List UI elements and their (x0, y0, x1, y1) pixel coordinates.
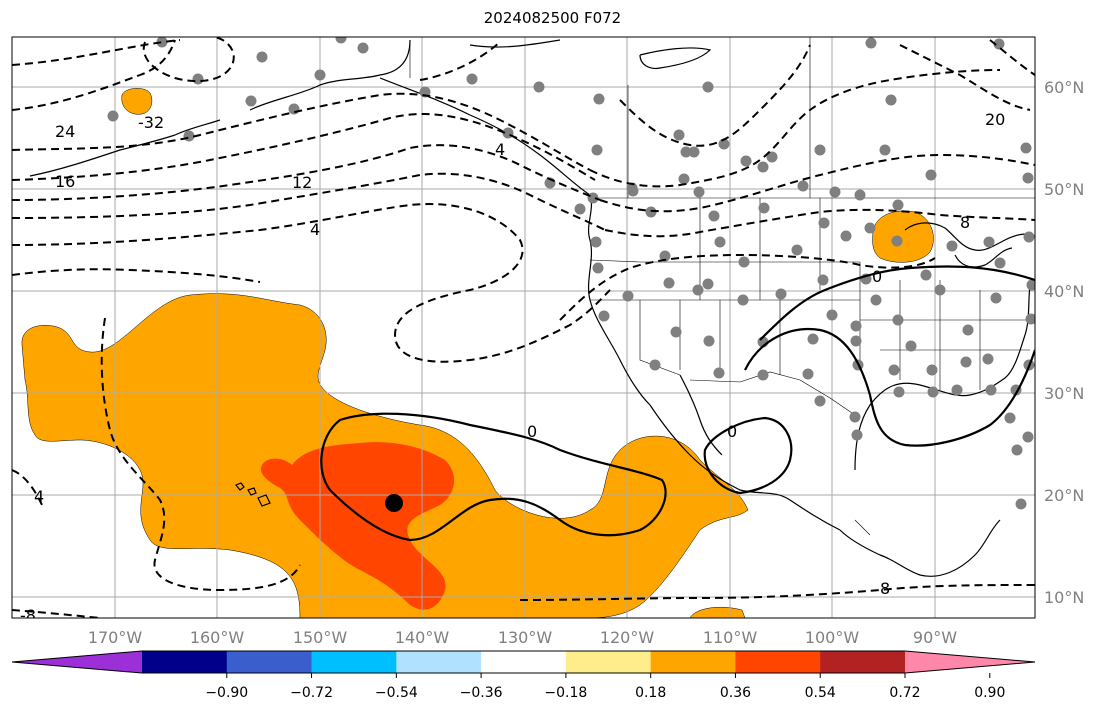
colorbar-swatch (650, 651, 736, 673)
orange-region-greatlakes (872, 210, 934, 263)
colorbar-tick-label: 0.72 (889, 685, 920, 701)
map-title: 2024082500 F072 (483, 9, 622, 27)
red-region (260, 442, 455, 610)
contour-label-20: 20 (985, 110, 1005, 129)
colorbar-tick-label: 0.18 (635, 685, 666, 701)
lat-label-40n: 40°N (1044, 282, 1084, 301)
contour-label-16: 16 (55, 172, 75, 191)
colorbar: −0.90 −0.72 −0.54 −0.36 −0.18 0.18 0.36 0.54 0.7… (11, 650, 1036, 701)
lon-label-110w: 110°W (703, 628, 758, 647)
lon-label-160w: 160°W (190, 628, 245, 647)
contour-label-0-hawaii: 0 (527, 422, 537, 441)
contour-label-4-west: 4 (34, 487, 44, 506)
contour-label-4-north: 4 (310, 220, 320, 239)
colorbar-outline (11, 650, 1036, 674)
contour-label-minus32: -32 (138, 113, 164, 132)
colorbar-tick-label: 0.36 (720, 685, 751, 701)
colorbar-extend-high (905, 651, 1035, 673)
orange-region-alaska (121, 88, 153, 115)
lat-label-20n: 20°N (1044, 486, 1084, 505)
colorbar-extend-low (12, 651, 142, 673)
colorbar-tick-label: −0.36 (460, 685, 503, 701)
lon-label-150w: 150°W (293, 628, 348, 647)
colorbar-tick-label: −0.54 (375, 685, 418, 701)
contour-label-8-south: 8 (880, 579, 890, 598)
lon-label-100w: 100°W (805, 628, 860, 647)
graticule (12, 37, 1035, 618)
lat-label-60n: 60°N (1044, 78, 1084, 97)
dashed-contours (12, 37, 1035, 618)
lat-label-50n: 50°N (1044, 180, 1084, 199)
colorbar-tick-label: 0.54 (805, 685, 836, 701)
contour-labels: 24 16 12 4 4 -32 0 0 0 8 8 -8 20 4 (20, 110, 1005, 625)
map-content: 24 16 12 4 4 -32 0 0 0 8 8 -8 20 4 (12, 37, 1035, 625)
colorbar-swatch (820, 651, 906, 673)
colorbar-swatch (311, 651, 397, 673)
colorbar-tick-label: −0.72 (290, 685, 333, 701)
contour-label-0-mexico: 0 (727, 422, 737, 441)
colorbar-tick-label: −0.90 (205, 685, 248, 701)
lat-label-10n: 10°N (1044, 588, 1084, 607)
lon-label-140w: 140°W (395, 628, 450, 647)
storm-center-marker (385, 494, 403, 512)
contour-label-8-lakes: 8 (960, 213, 970, 232)
colorbar-swatch (226, 651, 313, 673)
contour-label-24: 24 (55, 122, 75, 141)
lon-label-90w: 90°W (913, 628, 957, 647)
longitude-labels: 170°W 160°W 150°W 140°W 130°W 120°W 110°… (88, 628, 957, 647)
lon-label-170w: 170°W (88, 628, 143, 647)
map-frame (11, 36, 1036, 619)
colorbar-swatch (481, 651, 567, 673)
colorbar-swatch (735, 651, 821, 673)
colorbar-swatch (396, 651, 482, 673)
orange-region-small (689, 607, 746, 618)
lat-label-30n: 30°N (1044, 384, 1084, 403)
lon-label-120w: 120°W (600, 628, 655, 647)
colorbar-swatch (565, 651, 652, 673)
contour-label-4-alaska: 4 (495, 140, 505, 159)
latitude-labels: 60°N 50°N 40°N 30°N 20°N 10°N (1044, 78, 1084, 607)
contour-label-12: 12 (292, 173, 312, 192)
contour-label-minus8: -8 (20, 606, 36, 625)
colorbar-swatch (142, 651, 228, 673)
colorbar-tick-label: −0.18 (544, 685, 587, 701)
lon-label-130w: 130°W (498, 628, 553, 647)
colorbar-tick-label: 0.90 (974, 685, 1005, 701)
solid-contours (320, 265, 1035, 542)
contour-label-0-plains: 0 (872, 267, 882, 286)
